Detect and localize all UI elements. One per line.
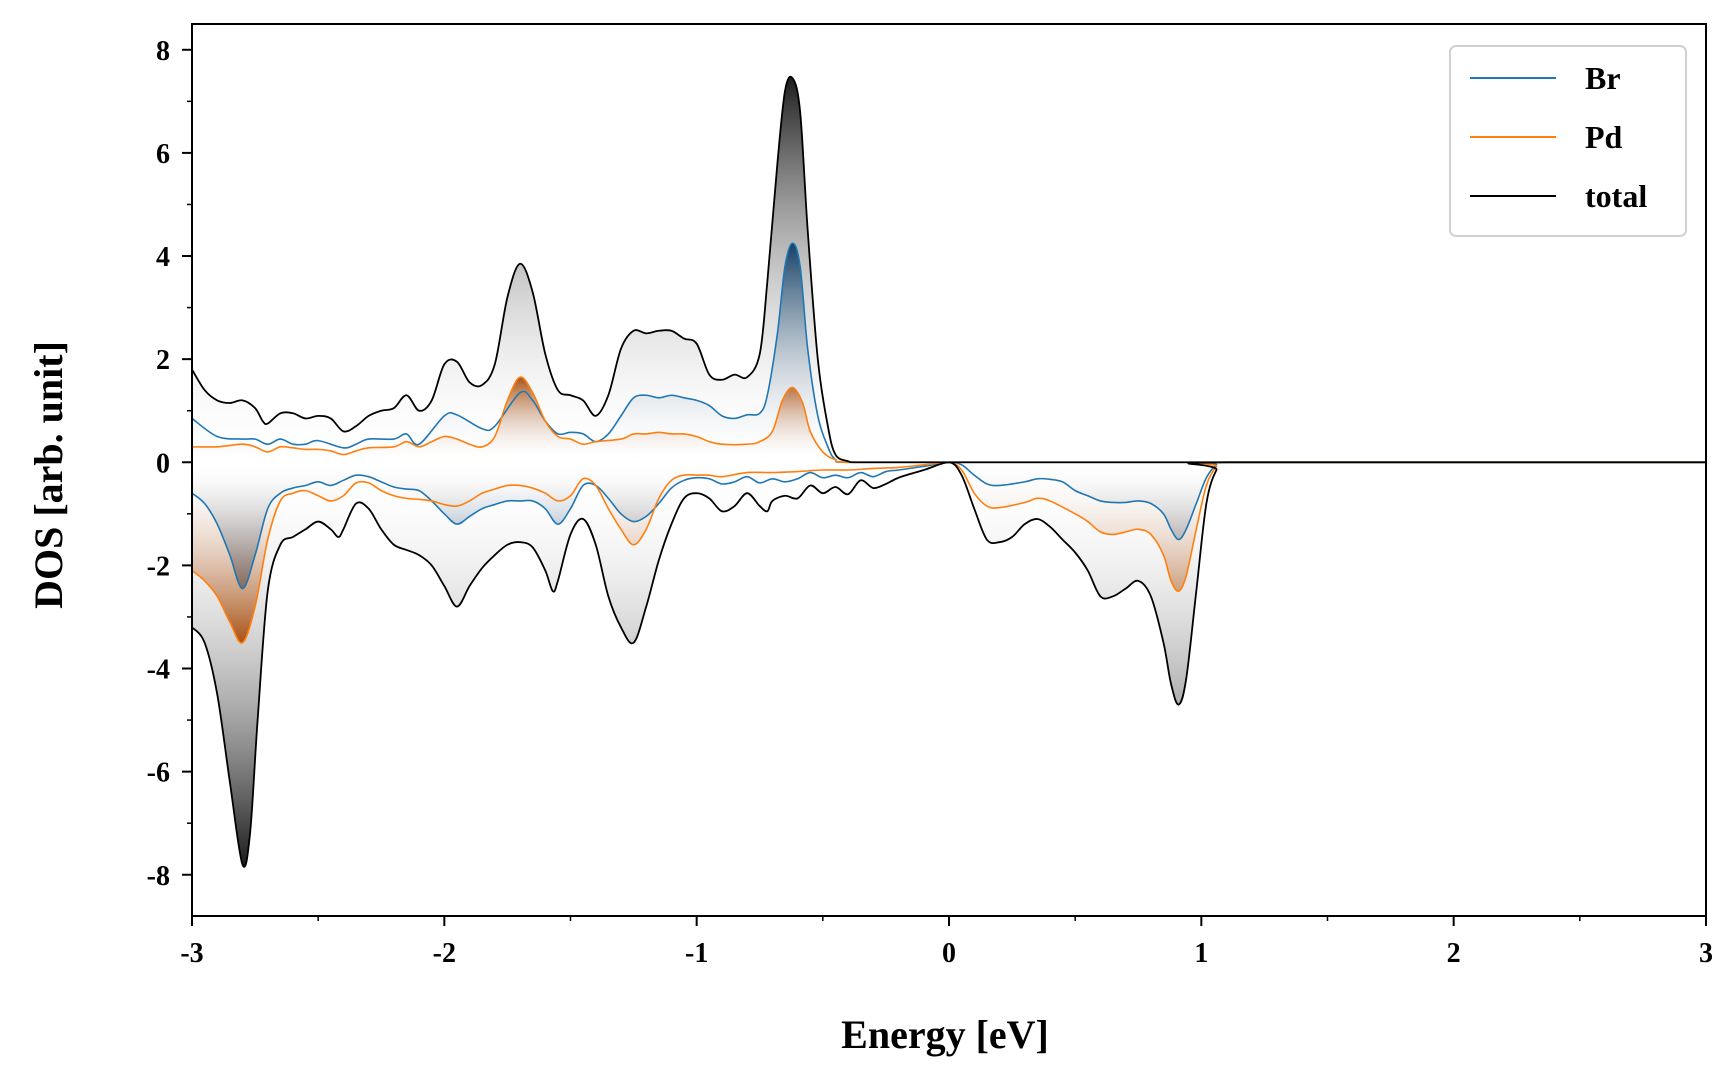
y-tick-label: 6 <box>156 139 170 170</box>
y-tick-label: 2 <box>156 345 170 376</box>
br-down-line <box>191 461 1706 590</box>
y-tick-label: -6 <box>147 758 170 789</box>
total-up-line <box>191 75 1706 464</box>
x-tick-label: -1 <box>685 938 708 969</box>
legend-box <box>1449 45 1687 237</box>
x-tick-label: 1 <box>1194 938 1208 969</box>
pd-up-line <box>191 376 1706 464</box>
y-tick-label: 4 <box>156 242 170 273</box>
y-tick-label: 0 <box>156 448 170 479</box>
legend: Br Pd total <box>1449 45 1687 237</box>
x-tick-label: 3 <box>1699 938 1713 969</box>
total-down-fill <box>192 462 1706 867</box>
y-axis-title: DOS [arb. unit] <box>26 341 71 609</box>
y-tick-label: -2 <box>147 551 170 582</box>
legend-label-br: Br <box>1585 60 1621 96</box>
pd-down-line <box>191 461 1706 644</box>
y-tick-label: -4 <box>147 655 170 686</box>
legend-label-pd: Pd <box>1585 119 1623 155</box>
x-tick-label: 0 <box>942 938 956 969</box>
dos-line-layer <box>191 75 1706 868</box>
y-tick-label: 8 <box>156 36 170 67</box>
x-tick-label: 2 <box>1447 938 1461 969</box>
x-tick-label: -3 <box>180 938 203 969</box>
total-down-line <box>191 461 1706 868</box>
x-tick-label: -2 <box>433 938 456 969</box>
y-tick-label: -8 <box>147 861 170 892</box>
axes: -3 -2 -1 0 1 2 3 -8 -6 -4 -2 0 2 4 6 8 <box>147 23 1713 969</box>
x-axis-title: Energy [eV] <box>841 1012 1049 1057</box>
legend-label-total: total <box>1585 178 1647 214</box>
br-up-line <box>191 242 1706 464</box>
pd-up-fill <box>192 377 1706 463</box>
